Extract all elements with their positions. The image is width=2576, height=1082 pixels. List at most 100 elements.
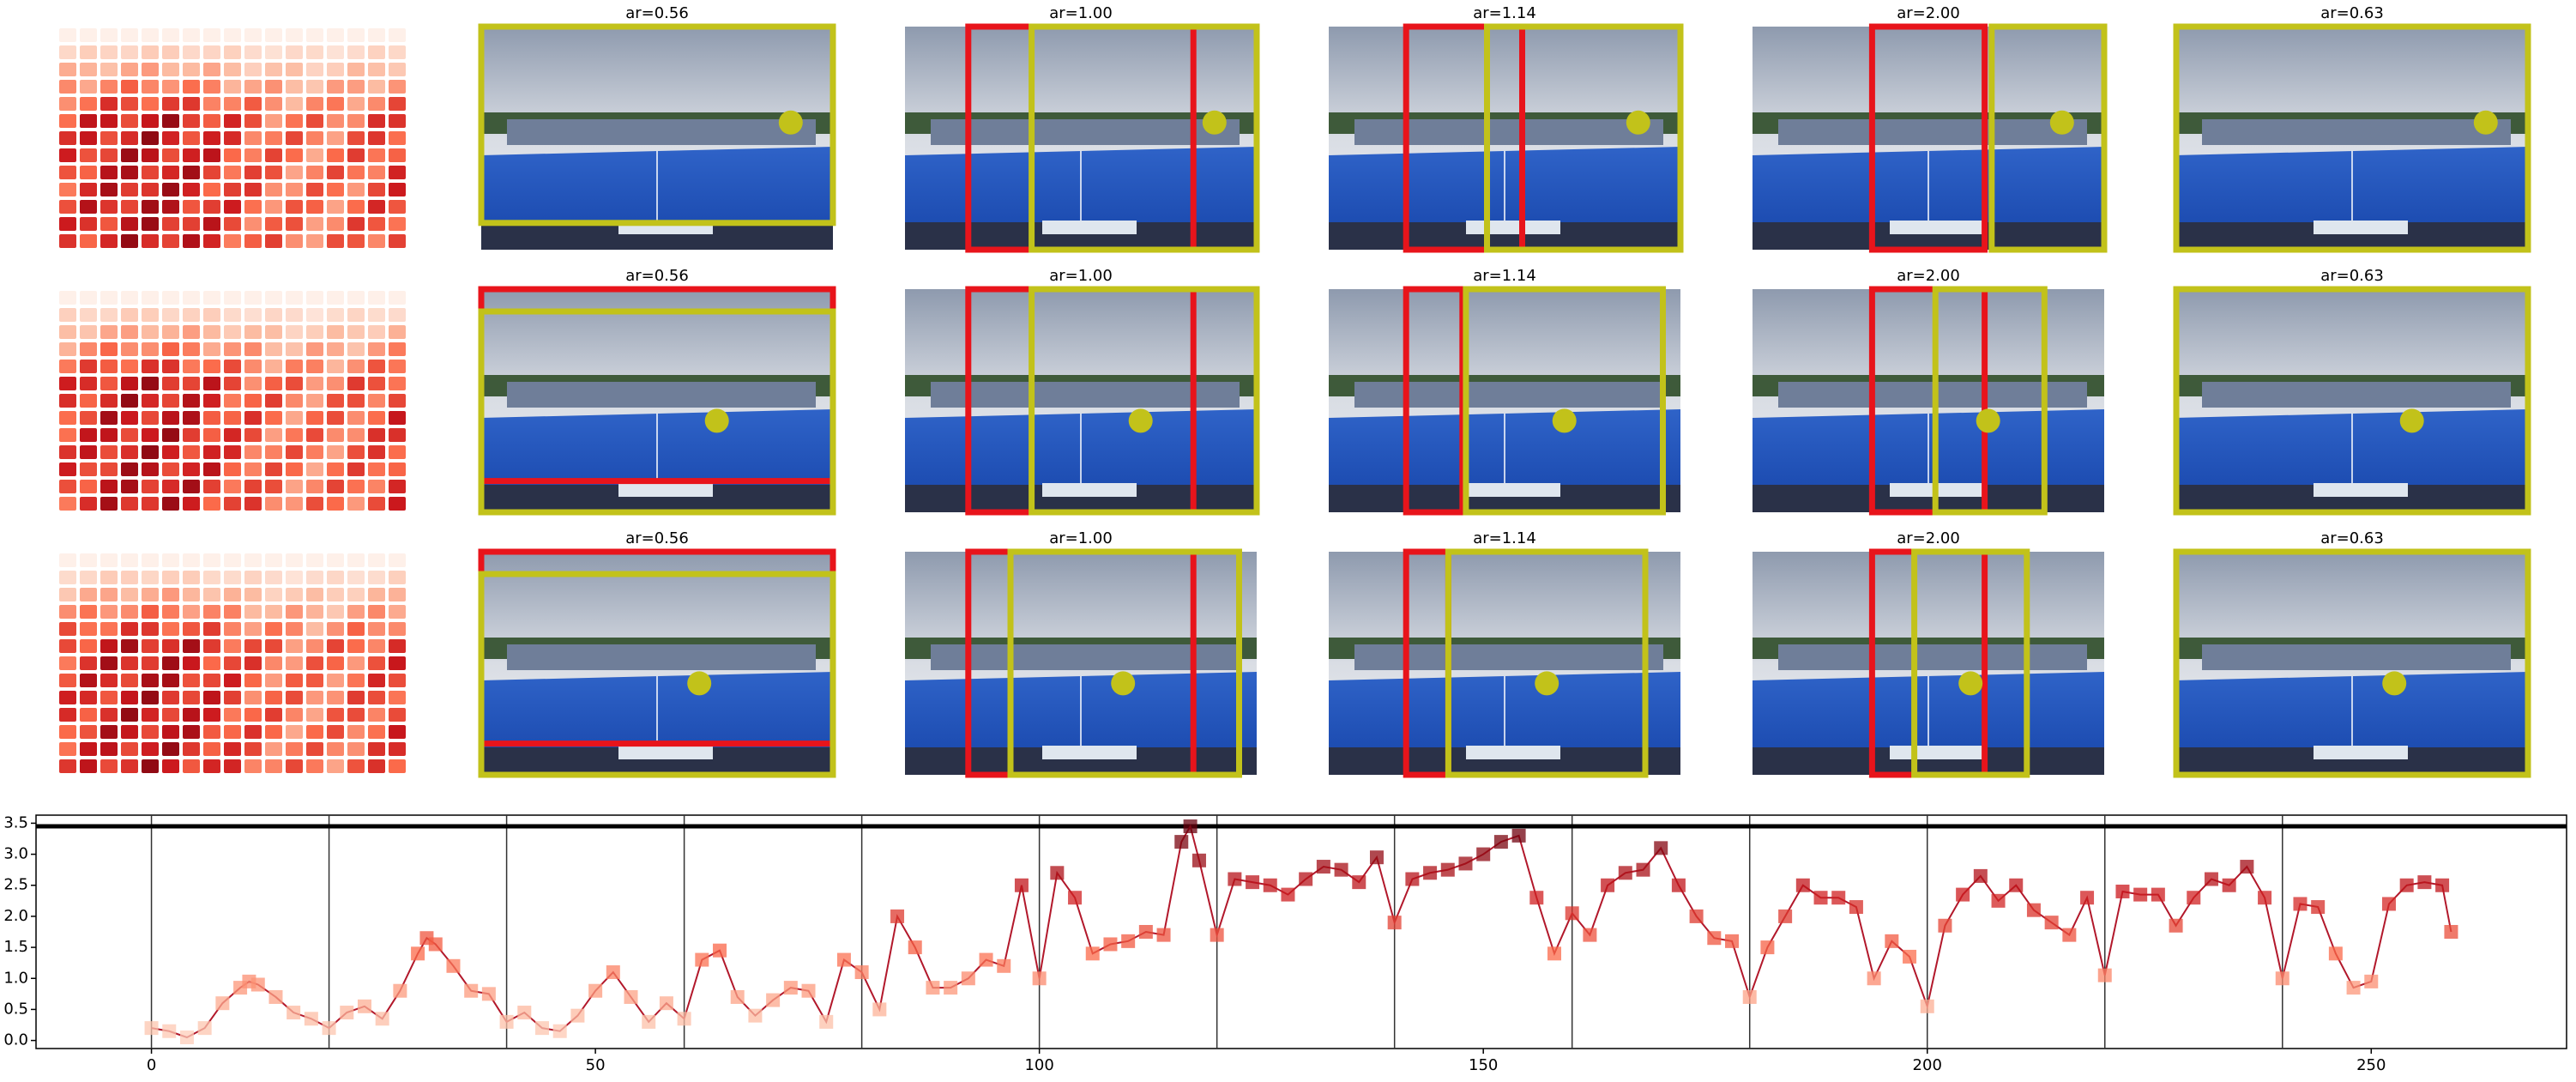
heat-cell (244, 148, 262, 162)
heat-cell (203, 234, 220, 248)
heat-cell (306, 428, 323, 442)
heat-cell (265, 291, 282, 305)
heat-cell (286, 97, 303, 111)
heat-cell (100, 166, 118, 179)
heat-cell (265, 571, 282, 584)
y-tick-label: 1.5 (3, 938, 28, 956)
heat-cell (286, 639, 303, 653)
heat-cell (80, 462, 97, 476)
heat-cell (121, 691, 138, 704)
panel-title: ar=2.00 (1897, 529, 1960, 547)
heat-cell (203, 291, 220, 305)
heat-cell (142, 571, 159, 584)
heat-cell (59, 148, 76, 162)
point-marker (1618, 866, 1632, 880)
heat-cell (203, 691, 220, 704)
heat-cell (368, 639, 385, 653)
heat-cell (389, 571, 406, 584)
heat-cell (368, 553, 385, 567)
heat-cell (121, 759, 138, 773)
heat-cell (203, 445, 220, 459)
heat-cell (224, 45, 241, 59)
heat-cell (183, 480, 200, 493)
heat-cell (80, 308, 97, 322)
heat-cell (244, 308, 262, 322)
heat-cell (162, 428, 179, 442)
heat-cell (203, 148, 220, 162)
heat-cell (327, 691, 344, 704)
heat-cell (327, 234, 344, 248)
heat-cell (142, 445, 159, 459)
heat-cell (327, 571, 344, 584)
heat-cell (306, 308, 323, 322)
heat-cell (100, 639, 118, 653)
heat-cell (327, 45, 344, 59)
point-marker (1903, 949, 1917, 964)
point-marker (2133, 887, 2148, 902)
heat-cell (183, 571, 200, 584)
heat-cell (100, 342, 118, 356)
heat-cell (100, 28, 118, 42)
heat-cell (183, 759, 200, 773)
panel-title: ar=2.00 (1897, 267, 1960, 285)
heat-cell (389, 342, 406, 356)
heat-cell (203, 217, 220, 231)
point-marker (766, 993, 781, 1007)
heat-cell (327, 217, 344, 231)
heat-cell (121, 114, 138, 128)
heat-cell (265, 217, 282, 231)
heat-cell (224, 462, 241, 476)
heat-cell (59, 394, 76, 408)
heat-cell (183, 183, 200, 196)
heat-cell (59, 411, 76, 425)
heat-cell (244, 553, 262, 567)
x-tick-label: 250 (2356, 1056, 2386, 1074)
heat-cell (347, 588, 365, 601)
heat-cell (389, 394, 406, 408)
heat-cell (286, 360, 303, 373)
heat-cell (183, 588, 200, 601)
yellow-box (478, 571, 836, 778)
heat-cell (100, 45, 118, 59)
y-tick-label: 3.0 (3, 845, 28, 863)
heat-cell (224, 571, 241, 584)
heat-cell (203, 725, 220, 739)
heat-cell (389, 377, 406, 390)
heat-cell (368, 691, 385, 704)
heat-cell (142, 166, 159, 179)
heat-cell (347, 605, 365, 619)
point-marker (1813, 891, 1828, 905)
heat-cell (162, 342, 179, 356)
point-marker (1440, 862, 1455, 877)
heat-cell (100, 553, 118, 567)
heat-cell (306, 183, 323, 196)
heat-cell (142, 622, 159, 636)
heat-cell (59, 217, 76, 231)
heat-cell (244, 234, 262, 248)
x-tick-label: 200 (1913, 1056, 1942, 1074)
heat-cell (286, 742, 303, 756)
heat-cell (306, 725, 323, 739)
heat-cell (80, 622, 97, 636)
heat-cell (183, 114, 200, 128)
heat-cell (327, 708, 344, 722)
heat-cell (142, 45, 159, 59)
plot-frame (35, 814, 2567, 1049)
center-dot (778, 110, 803, 135)
heat-cell (80, 183, 97, 196)
heat-cell (389, 28, 406, 42)
point-marker (2169, 918, 2183, 933)
heat-cell (59, 588, 76, 601)
heat-cell (162, 234, 179, 248)
point-marker (801, 983, 816, 998)
heat-cell (286, 28, 303, 42)
heat-cell (142, 462, 159, 476)
point-marker (304, 1012, 318, 1026)
heat-cell (183, 166, 200, 179)
heat-cell (203, 674, 220, 687)
heat-cell (100, 131, 118, 145)
heat-cell (59, 639, 76, 653)
heat-cell (306, 691, 323, 704)
point-marker (1014, 878, 1029, 892)
heat-cell (389, 553, 406, 567)
